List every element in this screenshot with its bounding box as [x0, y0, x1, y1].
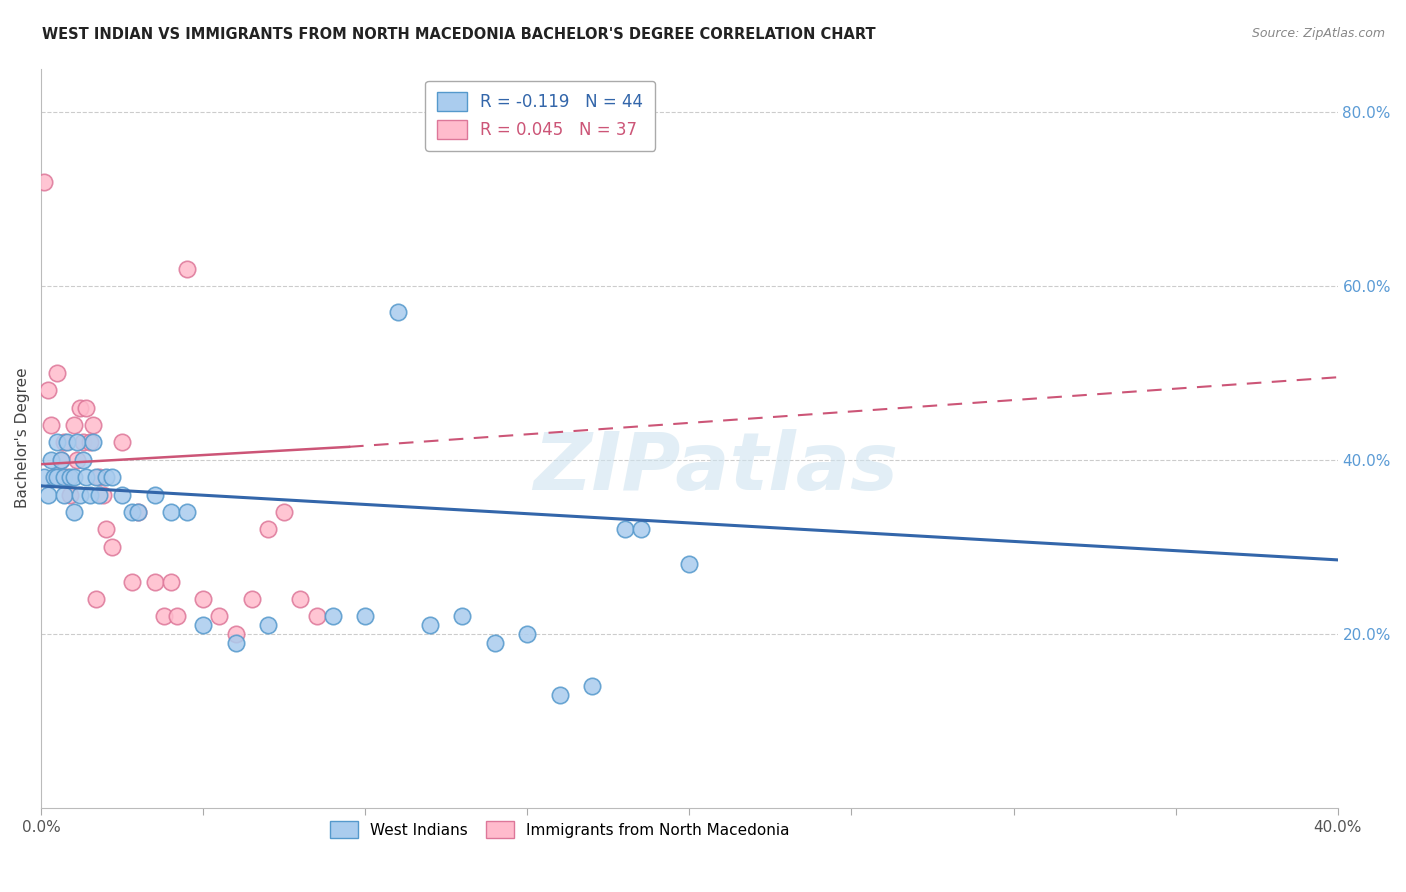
- Point: [613, 523, 636, 537]
- Point: [79, 435, 101, 450]
- Point: [76, 401, 98, 415]
- Point: [484, 635, 506, 649]
- Point: [121, 574, 143, 589]
- Point: [101, 470, 124, 484]
- Point: [143, 488, 166, 502]
- Text: Source: ZipAtlas.com: Source: ZipAtlas.com: [1251, 27, 1385, 40]
- Point: [66, 435, 89, 450]
- Point: [66, 453, 89, 467]
- Point: [240, 592, 263, 607]
- Point: [678, 558, 700, 572]
- Point: [193, 618, 215, 632]
- Point: [79, 488, 101, 502]
- Point: [225, 627, 247, 641]
- Point: [153, 609, 176, 624]
- Point: [94, 470, 117, 484]
- Point: [354, 609, 377, 624]
- Point: [42, 470, 65, 484]
- Legend: West Indians, Immigrants from North Macedonia: West Indians, Immigrants from North Mace…: [325, 814, 796, 845]
- Point: [49, 453, 72, 467]
- Point: [39, 418, 62, 433]
- Point: [89, 470, 111, 484]
- Point: [451, 609, 474, 624]
- Point: [91, 488, 114, 502]
- Point: [176, 505, 198, 519]
- Point: [322, 609, 344, 624]
- Point: [37, 384, 59, 398]
- Point: [84, 592, 107, 607]
- Point: [387, 305, 409, 319]
- Point: [111, 435, 134, 450]
- Point: [52, 435, 75, 450]
- Point: [94, 523, 117, 537]
- Point: [290, 592, 312, 607]
- Point: [72, 435, 94, 450]
- Point: [111, 488, 134, 502]
- Point: [143, 574, 166, 589]
- Y-axis label: Bachelor's Degree: Bachelor's Degree: [15, 368, 30, 508]
- Point: [34, 175, 56, 189]
- Point: [34, 470, 56, 484]
- Point: [225, 635, 247, 649]
- Point: [273, 505, 295, 519]
- Point: [69, 401, 91, 415]
- Point: [56, 470, 79, 484]
- Point: [59, 470, 82, 484]
- Point: [516, 627, 538, 641]
- Point: [84, 470, 107, 484]
- Point: [548, 688, 571, 702]
- Point: [56, 435, 79, 450]
- Point: [176, 261, 198, 276]
- Point: [82, 418, 104, 433]
- Point: [305, 609, 328, 624]
- Point: [42, 470, 65, 484]
- Point: [46, 366, 69, 380]
- Point: [630, 523, 652, 537]
- Point: [159, 505, 181, 519]
- Point: [193, 592, 215, 607]
- Point: [52, 488, 75, 502]
- Text: WEST INDIAN VS IMMIGRANTS FROM NORTH MACEDONIA BACHELOR'S DEGREE CORRELATION CHA: WEST INDIAN VS IMMIGRANTS FROM NORTH MAC…: [42, 27, 876, 42]
- Point: [257, 618, 280, 632]
- Point: [52, 470, 75, 484]
- Point: [208, 609, 231, 624]
- Point: [581, 679, 603, 693]
- Point: [46, 435, 69, 450]
- Point: [46, 470, 69, 484]
- Point: [59, 488, 82, 502]
- Point: [89, 488, 111, 502]
- Point: [127, 505, 149, 519]
- Point: [101, 540, 124, 554]
- Point: [257, 523, 280, 537]
- Point: [72, 453, 94, 467]
- Point: [37, 488, 59, 502]
- Point: [82, 435, 104, 450]
- Point: [69, 488, 91, 502]
- Point: [419, 618, 441, 632]
- Point: [76, 470, 98, 484]
- Point: [62, 505, 84, 519]
- Point: [166, 609, 188, 624]
- Point: [62, 470, 84, 484]
- Point: [121, 505, 143, 519]
- Point: [62, 418, 84, 433]
- Point: [39, 453, 62, 467]
- Point: [159, 574, 181, 589]
- Point: [127, 505, 149, 519]
- Text: ZIPatlas: ZIPatlas: [533, 429, 898, 507]
- Point: [49, 453, 72, 467]
